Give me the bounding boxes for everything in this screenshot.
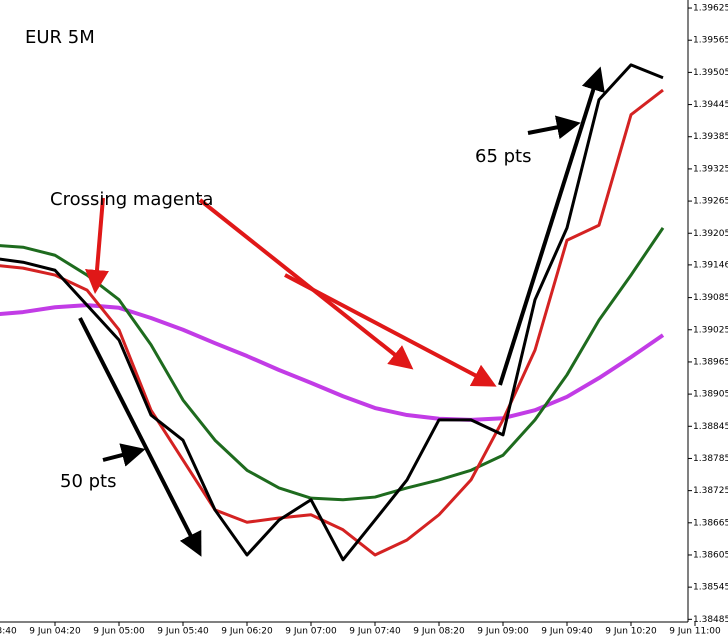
arrow [498, 66, 605, 386]
series-line [0, 88, 664, 557]
arrow [284, 273, 497, 387]
arrow [85, 197, 109, 294]
y-tick-label: 1.38725 [693, 486, 728, 496]
x-tick-label: 9 Jun 10:20 [605, 627, 657, 636]
arrow [527, 115, 581, 140]
x-tick-label: 9 Jun 07:40 [349, 627, 401, 636]
x-tick-label: 9 Jun 09:00 [477, 627, 529, 636]
y-tick-label: 1.39505 [693, 68, 728, 78]
arrow [102, 443, 146, 467]
y-tick-label: 1.39445 [693, 100, 728, 110]
y-tick-label: 1.38665 [693, 518, 728, 528]
x-tick-label: 9 Jun 09:40 [541, 627, 593, 636]
y-tick-label: 1.38905 [693, 390, 728, 400]
y-tick-label: 1.38845 [693, 422, 728, 432]
annotation: Crossing magenta [50, 189, 213, 210]
annotation: 65 pts [475, 146, 532, 167]
x-tick-label: 9 Jun 05:40 [157, 627, 209, 636]
y-tick-label: 1.38605 [693, 550, 728, 560]
y-tick-label: 1.39325 [693, 164, 728, 174]
arrow [198, 198, 414, 370]
y-tick-label: 1.39265 [693, 197, 728, 207]
y-tick-label: 1.39025 [693, 325, 728, 335]
x-tick-label: 9 Jun 07:00 [285, 627, 337, 636]
x-tick-label: 9 Jun 03:40 [0, 627, 17, 636]
y-tick-label: 1.39565 [693, 36, 728, 46]
y-tick-label: 1.39385 [693, 132, 728, 142]
y-tick-label: 1.38785 [693, 454, 728, 464]
chart-title: EUR 5M [25, 27, 95, 48]
series-line [0, 227, 665, 502]
x-tick-label: 9 Jun 05:00 [93, 627, 145, 636]
x-tick-label: 9 Jun 11:00 [669, 627, 721, 636]
y-tick-label: 1.39205 [693, 229, 728, 239]
y-tick-label: 1.39146 [693, 260, 728, 270]
arrow [78, 317, 202, 557]
x-tick-label: 9 Jun 04:20 [29, 627, 81, 636]
y-tick-label: 1.39085 [693, 293, 728, 303]
x-tick-label: 9 Jun 06:20 [221, 627, 273, 636]
y-tick-label: 1.38965 [693, 357, 728, 367]
series-line [0, 63, 664, 562]
annotation: 50 pts [60, 471, 117, 492]
y-tick-label: 1.39625 [693, 4, 728, 14]
x-tick-label: 9 Jun 08:20 [413, 627, 465, 636]
series-line [0, 303, 665, 422]
arrows [78, 66, 605, 557]
y-tick-label: 1.38485 [693, 615, 728, 625]
y-tick-label: 1.38545 [693, 583, 728, 593]
